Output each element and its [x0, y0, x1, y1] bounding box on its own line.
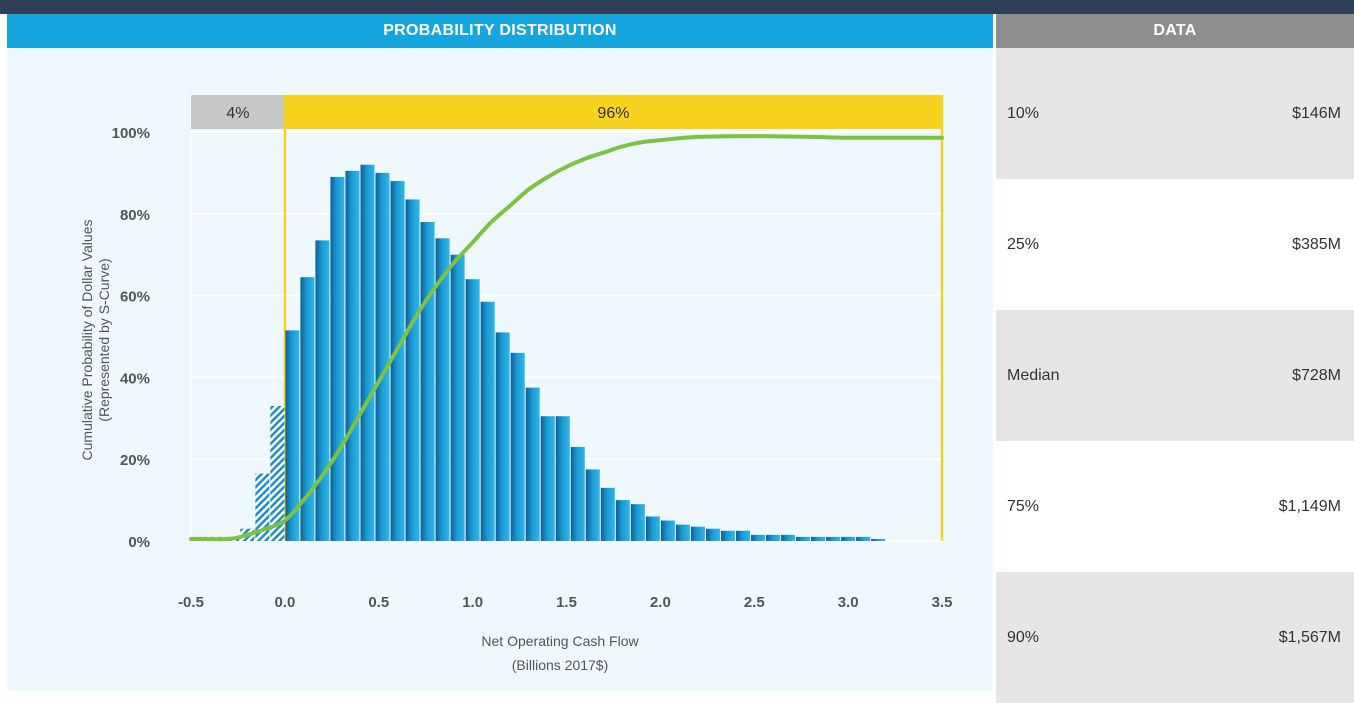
histogram-bar [690, 526, 705, 541]
histogram-bar [510, 352, 525, 541]
y-tick-label: 20% [120, 452, 150, 469]
x-tick-label: -0.5 [178, 594, 204, 611]
histogram-bar [330, 176, 345, 542]
top-bar [0, 0, 1354, 14]
histogram-bar [705, 528, 720, 541]
histogram-bar [720, 530, 735, 541]
histogram-bar [540, 416, 555, 541]
histogram-bar [315, 240, 330, 541]
chart-panel: 4% 96% 0% 20% 40% 60% 80% 100% -0.5 0.0 0.5 1.0 1.5… [7, 48, 993, 690]
data-row-median: Median $728M [996, 310, 1354, 441]
data-row-value: $385M [1292, 235, 1341, 253]
data-row-p90: 90% $1,567M [996, 572, 1354, 703]
histogram-bar [811, 536, 826, 541]
histogram-bar [750, 534, 766, 541]
data-row-value: $146M [1292, 104, 1341, 122]
histogram-bar [585, 469, 600, 541]
histogram-bar [435, 238, 450, 541]
histogram-bar [270, 406, 285, 541]
x-tick-label: 1.5 [556, 594, 577, 611]
data-row-label: Median [1007, 366, 1060, 384]
data-header: DATA [996, 14, 1354, 48]
histogram-bar [300, 277, 315, 541]
data-table: 10% $146M 25% $385M Median $728M 75% $1,… [996, 48, 1354, 703]
x-tick-label: 1.0 [462, 594, 483, 611]
x-tick-label: 3.5 [932, 594, 953, 611]
histogram-bar [600, 487, 615, 541]
histogram-bar [420, 221, 435, 542]
histogram-bar [360, 164, 375, 541]
x-tick-label: 2.0 [650, 594, 671, 611]
histogram-bar [285, 330, 300, 541]
histogram-bar [390, 181, 405, 541]
histogram-bar [495, 332, 510, 541]
data-row-p10: 10% $146M [996, 48, 1354, 179]
histogram-bar [570, 446, 585, 541]
histogram-bar [480, 301, 495, 541]
histogram-bar [450, 254, 465, 541]
y-axis-subtitle: (Represented by S-Curve) [96, 258, 112, 421]
band-right [284, 95, 942, 129]
data-row-label: 25% [1007, 235, 1040, 253]
x-tick-label: 0.0 [274, 594, 295, 611]
histogram-bar [675, 524, 690, 541]
histogram-bar [735, 530, 750, 541]
y-tick-label: 100% [112, 125, 150, 142]
band-right-label: 96% [597, 105, 629, 122]
data-row-value: $728M [1292, 366, 1341, 384]
histogram-bar [766, 534, 781, 541]
histogram-bar [525, 387, 540, 541]
data-row-value: $1,149M [1278, 497, 1341, 515]
histogram-bar [856, 536, 871, 541]
data-row-p75: 75% $1,149M [996, 441, 1354, 572]
histogram-bar [841, 536, 856, 541]
band-left-label: 4% [226, 105, 249, 122]
data-row-label: 90% [1007, 628, 1040, 646]
x-axis-subtitle: (Billions 2017$) [512, 657, 609, 673]
band-left [191, 95, 285, 129]
histogram-bar [871, 538, 886, 541]
chart-header: PROBABILITY DISTRIBUTION [7, 14, 993, 48]
y-tick-label: 40% [120, 370, 150, 387]
histogram-bar [375, 172, 390, 541]
y-axis-title: Cumulative Probability of Dollar Values [79, 220, 95, 461]
histogram-bar [615, 500, 630, 541]
data-row-label: 75% [1007, 497, 1040, 515]
data-row-label: 10% [1007, 104, 1040, 122]
x-axis-title: Net Operating Cash Flow [481, 633, 639, 649]
histogram-bar [405, 199, 420, 542]
y-tick-label: 80% [120, 207, 150, 224]
histogram-bar [660, 520, 675, 541]
histogram-bar [781, 534, 796, 541]
histogram-bar [645, 516, 660, 541]
y-tick-label: 0% [128, 534, 150, 551]
x-tick-label: 2.5 [744, 594, 765, 611]
x-tick-label: 3.0 [838, 594, 859, 611]
data-row-value: $1,567M [1278, 628, 1341, 646]
data-row-p25: 25% $385M [996, 179, 1354, 310]
s-curve-line [189, 134, 944, 542]
histogram-bar [796, 536, 811, 541]
x-tick-label: 0.5 [368, 594, 389, 611]
y-tick-label: 60% [120, 289, 150, 306]
histogram-bar [826, 536, 841, 541]
histogram-bar [345, 170, 360, 541]
histogram-bar [555, 416, 570, 541]
histogram-bar [255, 473, 270, 541]
histogram-bar [465, 279, 480, 541]
histogram-bar [630, 504, 645, 541]
probability-chart: 4% 96% 0% 20% 40% 60% 80% 100% -0.5 0.0 0.5 1.0 1.5… [79, 94, 953, 673]
